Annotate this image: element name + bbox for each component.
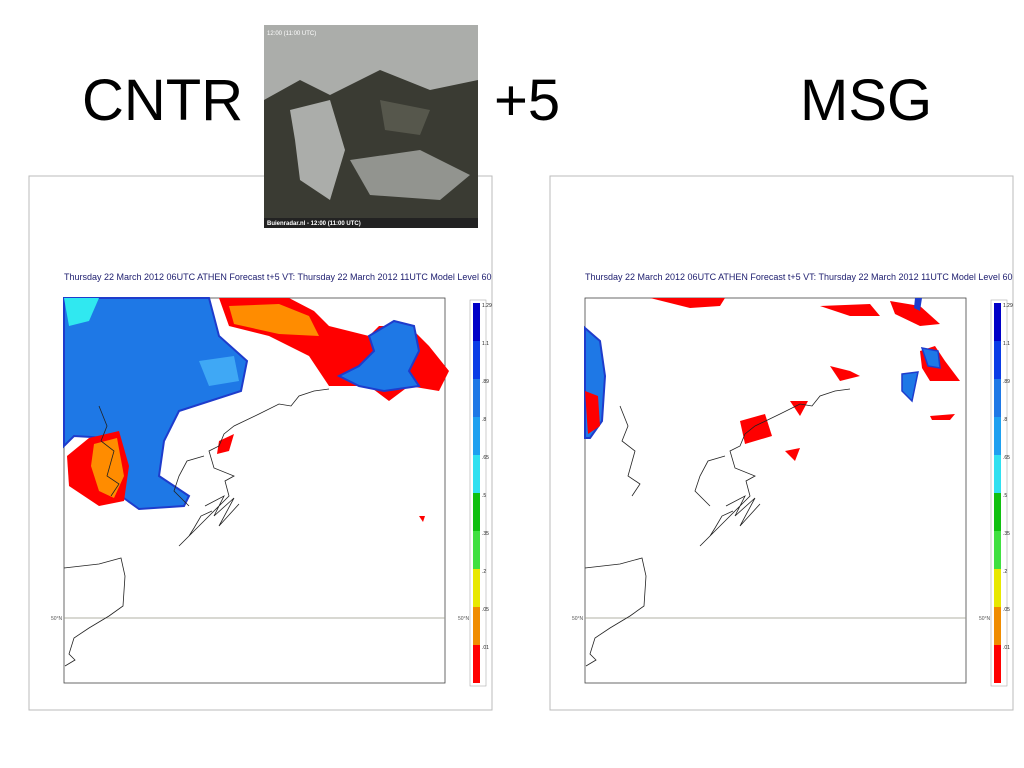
panel-title: Thursday 22 March 2012 06UTC ATHEN Forec… [585, 272, 1012, 282]
satellite-timestamp: 12:00 (11:00 UTC) [267, 31, 316, 37]
colorbar-label: .5 [482, 493, 486, 499]
colorbar-label: 1.29 [1003, 303, 1013, 309]
satellite-image: 12:00 (11:00 UTC) Buienradar.nl - 12:00 … [264, 25, 478, 228]
colorbar-label: .2 [1003, 569, 1007, 575]
colorbar-segment [994, 493, 1001, 531]
colorbar-label: .8 [1003, 417, 1007, 423]
colorbar-segment [994, 455, 1001, 493]
colorbar-segment [994, 341, 1001, 379]
colorbar-label: .35 [1003, 531, 1010, 537]
colorbar-label: .01 [482, 645, 489, 651]
colorbar-label: .89 [482, 379, 489, 385]
colorbar-segment [994, 569, 1001, 607]
colorbar-label: .05 [1003, 607, 1010, 613]
colorbar-segment [994, 645, 1001, 683]
colorbar-label: .89 [1003, 379, 1010, 385]
colorbar-label: .2 [482, 569, 486, 575]
colorbar-label: .65 [482, 455, 489, 461]
lat-label: 50°N [51, 616, 63, 622]
right-panel: 1.29 1.1 .89 .8 .65 .5 .35 .2 .05 .01 Thursday 22… [549, 175, 1014, 711]
lat-label: 50°N [979, 616, 991, 622]
header-left: CNTR [82, 68, 243, 133]
colorbar-segment [473, 607, 480, 645]
colorbar-label: .65 [1003, 455, 1010, 461]
colorbar-segment [994, 531, 1001, 569]
colorbar-label: .01 [1003, 645, 1010, 651]
colorbar-segment [473, 569, 480, 607]
colorbar-label: 1.1 [482, 341, 489, 347]
colorbar-segment [473, 455, 480, 493]
colorbar-label: 1.1 [1003, 341, 1010, 347]
colorbar-label: .05 [482, 607, 489, 613]
colorbar-segment [473, 645, 480, 683]
colorbar-segment [473, 303, 480, 341]
left-panel: 1.29 1.1 .89 .8 .65 .5 .35 .2 .05 .01 Thursday 22… [28, 175, 493, 711]
colorbar-segment [994, 379, 1001, 417]
lat-label: 50°N [572, 616, 584, 622]
colorbar-segment [473, 341, 480, 379]
header-middle: +5 [494, 68, 560, 133]
colorbar-segment [994, 607, 1001, 645]
header-right: MSG [800, 68, 932, 133]
colorbar-segment [473, 379, 480, 417]
colorbar-label: .5 [1003, 493, 1007, 499]
panel-title: Thursday 22 March 2012 06UTC ATHEN Forec… [64, 272, 491, 282]
colorbar-label: 1.29 [482, 303, 492, 309]
colorbar-segment [473, 417, 480, 455]
colorbar-segment [473, 531, 480, 569]
colorbar-label: .35 [482, 531, 489, 537]
colorbar-segment [994, 303, 1001, 341]
colorbar-label: .8 [482, 417, 486, 423]
colorbar-segment [994, 417, 1001, 455]
satellite-caption: Buienradar.nl - 12:00 (11:00 UTC) [267, 221, 361, 227]
lat-label: 50°N [458, 616, 470, 622]
colorbar-segment [473, 493, 480, 531]
